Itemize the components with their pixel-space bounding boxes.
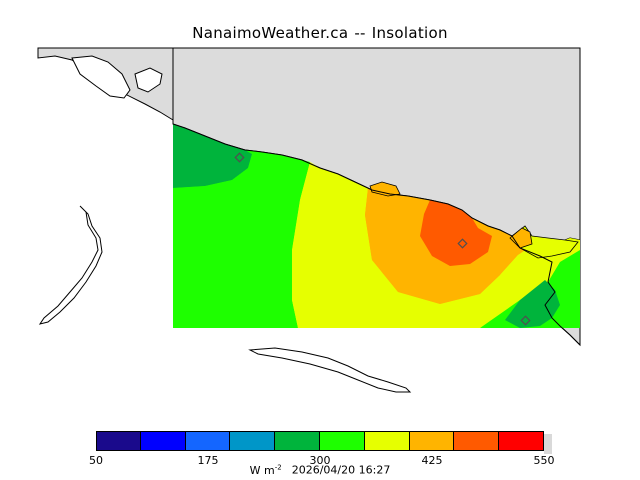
island-north-1 — [71, 55, 131, 99]
colorbar-segment — [96, 431, 141, 451]
colorbar-segment — [230, 431, 276, 451]
timestamp: 2026/04/20 16:27 — [291, 463, 391, 477]
colorbar-segment — [364, 431, 410, 451]
site-name: NanaimoWeather.ca — [192, 24, 349, 42]
colorbar-segment — [454, 431, 500, 451]
island-south — [248, 347, 412, 393]
field-name: Insolation — [371, 24, 448, 42]
title-separator: -- — [354, 24, 366, 42]
colorbar-tick-label: 300 — [309, 454, 331, 467]
colorbar-segment — [185, 431, 231, 451]
station-marker — [520, 315, 531, 326]
colorbar-tick-label: 550 — [533, 454, 555, 467]
colorbar-tick-label: 50 — [89, 454, 103, 467]
island-left — [38, 205, 103, 325]
colorbar-segment — [275, 431, 320, 451]
colorbar-segment — [140, 431, 186, 451]
coastline — [172, 123, 581, 346]
insolation-map — [37, 47, 581, 393]
island-north-2 — [134, 67, 163, 93]
colorbar-segment — [409, 431, 455, 451]
station-marker — [234, 152, 245, 163]
colorbar-caption: W m-2 2026/04/20 16:27 — [0, 463, 640, 477]
colorbar-tick-label: 425 — [421, 454, 443, 467]
station-marker — [457, 238, 468, 249]
colorbar-segment — [320, 431, 365, 451]
map-title: NanaimoWeather.ca -- Insolation — [0, 24, 640, 42]
colorbar — [96, 431, 544, 451]
units-label: W m-2 — [249, 463, 282, 477]
colorbar-tick-label: 175 — [197, 454, 219, 467]
colorbar-shadow — [544, 434, 552, 454]
spit-north — [369, 181, 401, 197]
